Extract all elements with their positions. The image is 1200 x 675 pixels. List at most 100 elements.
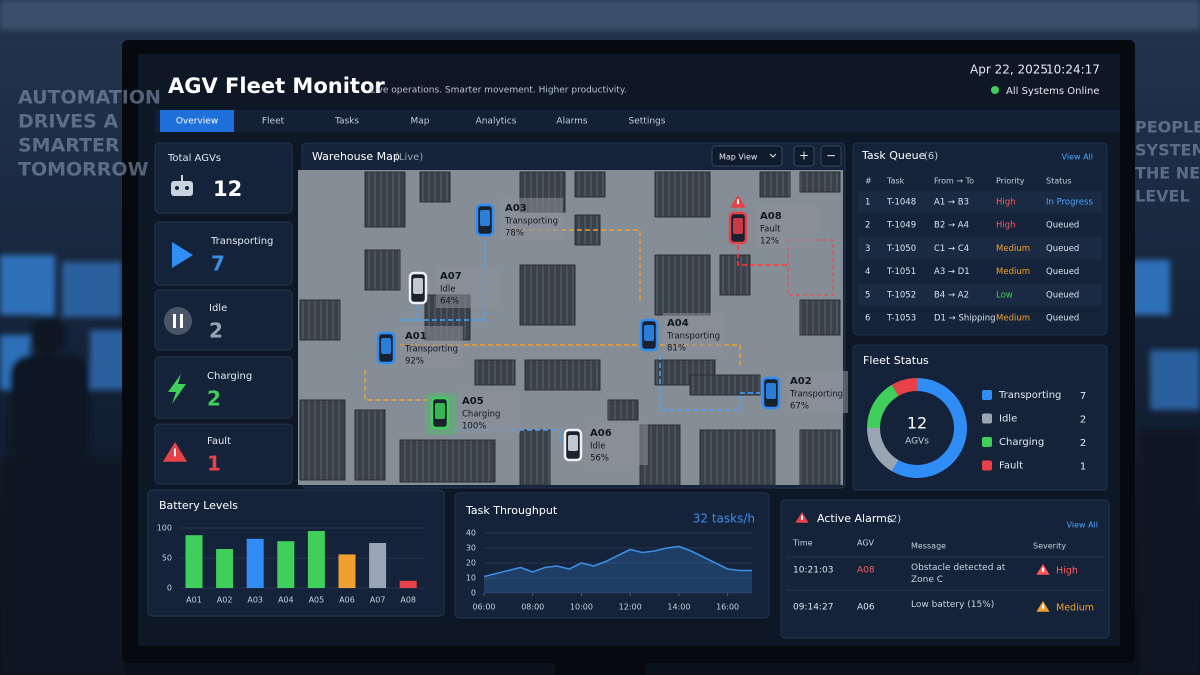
table-cell: In Progress (1046, 198, 1093, 208)
zoom-in-label: + (799, 149, 809, 163)
table-cell: Queued (1046, 267, 1079, 277)
agv-label-bg (401, 326, 463, 368)
agv-state: Transporting (404, 345, 458, 355)
stat-label: Total AGVs (167, 153, 221, 164)
donut-segment (867, 384, 899, 428)
donut-segment (892, 378, 917, 396)
message-text: Obstacle detected at Zone C (911, 563, 1006, 585)
donut-center-value: 12 (907, 414, 927, 433)
table-cell: Queued (1046, 221, 1079, 231)
agv-label-bg (501, 198, 563, 240)
stat-value: 7 (211, 252, 225, 276)
view-all-link[interactable]: View All (1062, 153, 1093, 162)
agv-top (413, 278, 423, 294)
table-cell: Low (996, 290, 1013, 300)
table-header: Severity (1033, 542, 1066, 551)
shelf (689, 374, 761, 396)
x-tick-label: A07 (370, 596, 386, 605)
wall-sign-text: THE NEXT (1135, 164, 1200, 183)
x-tick-label: A04 (278, 596, 294, 605)
severity-icon-mark (1042, 567, 1044, 572)
y-tick-label: 100 (157, 524, 172, 533)
wall-sign-text: LEVEL (1135, 187, 1190, 206)
view-all-link[interactable]: View All (1067, 521, 1098, 530)
table-cell: D1 → Shipping (934, 314, 996, 324)
table-cell: 3 (865, 244, 870, 254)
nav-tab[interactable] (160, 110, 234, 132)
legend-swatch (982, 390, 992, 400)
nav-tab-label: Analytics (476, 117, 517, 127)
table-cell: A08 (857, 566, 875, 576)
message-text: Low battery (15%) (911, 600, 995, 610)
table-cell: A06 (857, 603, 875, 613)
shelf (759, 171, 791, 198)
message-cell: Obstacle detected at Zone C (911, 563, 1006, 585)
table-row (858, 283, 1102, 306)
agv-battery: 78% (505, 229, 524, 239)
agv-id: A03 (505, 203, 527, 214)
agv-battery: 64% (440, 297, 459, 307)
table-cell: T-1050 (886, 244, 916, 254)
y-tick-label: 50 (162, 554, 172, 563)
agv-state: Charging (462, 410, 500, 420)
agv-state: Fault (760, 225, 781, 235)
shelf (699, 429, 776, 486)
charging-icon (168, 374, 186, 404)
table-header: # (865, 177, 872, 186)
robot-eye (175, 186, 179, 190)
agv-id: A05 (462, 396, 484, 407)
legend-swatch (982, 413, 992, 424)
agv-label-bg (663, 313, 725, 355)
legend-value: 7 (1080, 391, 1086, 402)
bar (399, 580, 417, 588)
agv-top (733, 218, 743, 234)
shelf (364, 171, 406, 228)
shelf (799, 429, 841, 486)
system-status: All Systems Online (1006, 86, 1100, 97)
table-cell: T-1053 (886, 314, 916, 324)
table-header: Status (1046, 177, 1072, 186)
agv-id: A08 (760, 211, 782, 222)
bar (369, 543, 387, 588)
donut-segment (867, 428, 899, 472)
stat-label: Idle (209, 303, 227, 314)
stat-value: 2 (209, 319, 223, 343)
table-cell: 4 (865, 267, 870, 277)
agv-top (381, 338, 391, 354)
route (364, 370, 430, 401)
alarm-icon-mark (801, 515, 803, 520)
agv-top (480, 210, 490, 226)
wall-sign-text: DRIVES A (18, 111, 118, 133)
map-view-dropdown[interactable] (711, 145, 783, 167)
table-cell: 10:21:03 (793, 566, 833, 576)
nav-tab-label: Tasks (334, 117, 359, 127)
stat-card (154, 423, 293, 485)
x-tick-label: 16:00 (716, 603, 739, 612)
panel-title: Active Alarms (817, 512, 893, 525)
agv-label-bg (436, 266, 498, 308)
table-cell: Medium (996, 267, 1030, 277)
idle-icon (164, 307, 192, 335)
agv-battery: 100% (462, 422, 486, 432)
legend-label: Fault (999, 461, 1023, 472)
y-tick-label: 30 (466, 544, 476, 553)
bar (277, 541, 295, 588)
shelf (607, 399, 639, 421)
table-cell: 09:14:27 (793, 603, 833, 613)
table-header: Time (792, 539, 813, 548)
wall-sign-text: AUTOMATION (18, 87, 161, 109)
route (737, 245, 790, 266)
zoom-in-button[interactable] (793, 145, 815, 167)
zoom-out-button[interactable] (820, 145, 842, 167)
tagline: Live operations. Smarter movement. Highe… (370, 86, 627, 96)
shelf (719, 254, 751, 296)
zoom-out-label: − (826, 149, 836, 163)
table-cell: Queued (1046, 244, 1079, 254)
line (483, 545, 752, 578)
table-cell: T-1049 (886, 221, 916, 231)
x-tick-label: 10:00 (570, 603, 593, 612)
stat-card (154, 221, 293, 286)
